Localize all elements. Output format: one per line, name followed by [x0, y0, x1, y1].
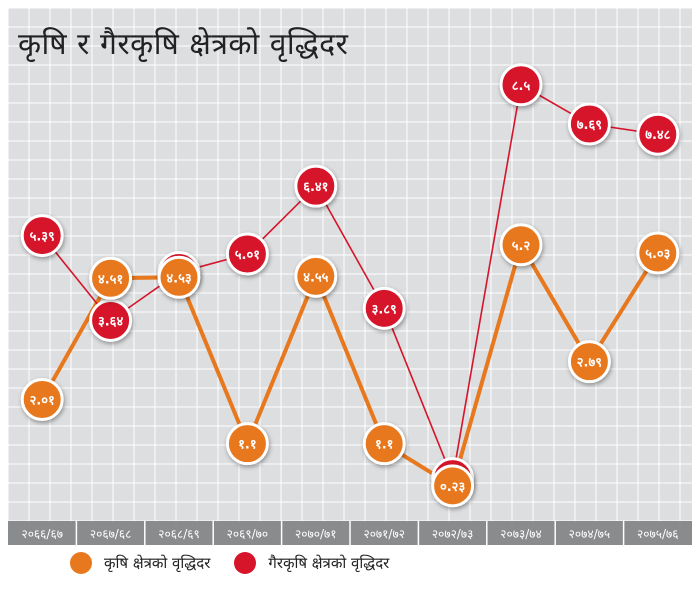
agriculture-point	[157, 255, 201, 299]
legend-label-agriculture: कृषि क्षेत्रको वृद्धिदर	[104, 554, 211, 572]
agriculture-data-label: १.१	[375, 438, 393, 453]
non-agriculture-point	[362, 286, 406, 330]
agriculture-data-label: ४.५३	[166, 271, 191, 286]
x-tick-label: २०६८/६९	[158, 527, 199, 541]
x-tick-label: २०६६/६७	[21, 527, 62, 541]
non-agriculture-data-label: ५.०१	[235, 248, 260, 263]
non-agriculture-data-label: ७.४८	[645, 128, 670, 143]
legend-swatch-agriculture	[70, 552, 92, 574]
x-tick-label: २०६९/७०	[227, 527, 268, 541]
legend-item-non-agriculture: गैरकृषि क्षेत्रको वृद्धिदर	[234, 552, 389, 574]
non-agriculture-point	[225, 232, 269, 276]
agriculture-point	[567, 340, 611, 384]
non-agriculture-point	[499, 63, 543, 107]
agriculture-data-label: ५.०३	[645, 247, 670, 262]
x-tick-label: २०७०/७१	[295, 527, 336, 541]
x-tick-label: २०७१/७२	[363, 527, 404, 541]
agriculture-point	[20, 378, 64, 422]
agriculture-point	[431, 464, 475, 508]
agriculture-data-label: ०.२३	[440, 480, 465, 495]
non-agriculture-point	[567, 102, 611, 146]
non-agriculture-data-label: ५.३९	[30, 230, 55, 245]
non-agriculture-data-label: ६.४१	[303, 180, 328, 195]
non-agriculture-point	[89, 298, 133, 342]
non-agriculture-data-label: ३.८९	[372, 302, 397, 317]
legend-label-non-agriculture: गैरकृषि क्षेत्रको वृद्धिदर	[268, 554, 390, 572]
legend-swatch-non-agriculture	[234, 552, 257, 574]
non-agriculture-point	[20, 214, 64, 258]
non-agriculture-point	[636, 112, 680, 156]
legend: कृषि क्षेत्रको वृद्धिदर गैरकृषि क्षेत्रक…	[70, 552, 413, 574]
x-tick-label: २०६७/६८	[90, 527, 131, 541]
agriculture-data-label: १.१	[238, 438, 256, 453]
non-agriculture-data-label: ७.६९	[577, 118, 602, 133]
agriculture-data-label: २.०१	[30, 394, 55, 409]
x-tick-label: २०७५/७६	[637, 527, 678, 541]
agriculture-point	[294, 254, 338, 298]
agriculture-point	[225, 422, 269, 466]
non-agriculture-data-label: ३.६४	[98, 314, 123, 329]
agriculture-series-line	[40, 242, 660, 488]
non-agriculture-data-label: ८.५	[512, 79, 531, 94]
agriculture-data-label: ५.२	[512, 239, 531, 254]
x-tick-label: २०७३/७४	[500, 527, 541, 541]
agriculture-data-label: ४.५१	[98, 272, 123, 287]
legend-item-agriculture: कृषि क्षेत्रको वृद्धिदर	[70, 552, 210, 574]
agriculture-data-label: ४.५५	[303, 270, 328, 285]
agriculture-point	[499, 223, 543, 267]
agriculture-point	[89, 256, 133, 300]
non-agriculture-point	[294, 164, 338, 208]
agriculture-point	[636, 231, 680, 275]
chart-title: कृषि र गैरकृषि क्षेत्रको वृद्धिदर	[18, 27, 349, 62]
x-tick-label: २०७२/७३	[432, 527, 473, 541]
non-agriculture-series-line	[41, 83, 658, 480]
agriculture-point	[362, 422, 406, 466]
agriculture-data-label: २.७९	[577, 356, 602, 371]
x-tick-label: २०७४/७५	[569, 527, 610, 541]
